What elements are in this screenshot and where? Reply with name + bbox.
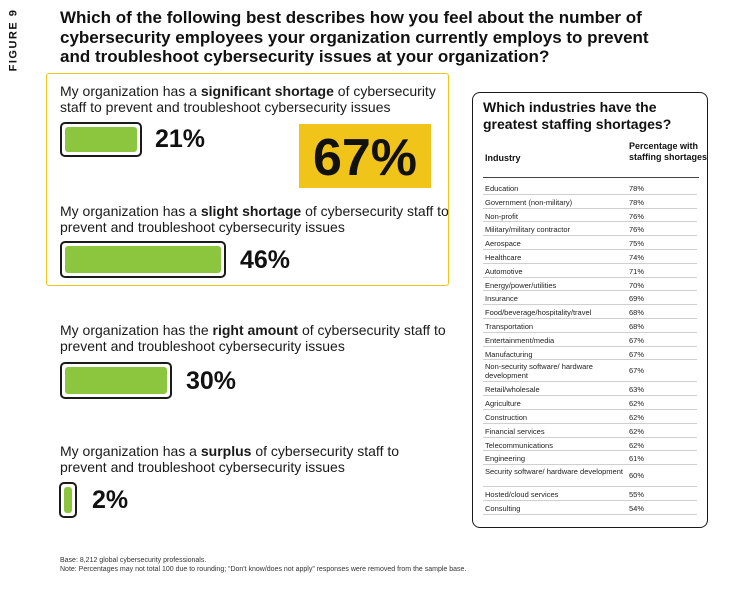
table-row: Security software/ hardware development 6… <box>483 465 697 488</box>
table-row: Military/military contractor 76% <box>483 222 697 237</box>
industry-name: Transportation <box>485 322 534 331</box>
industry-percentage: 67% <box>629 335 645 345</box>
industry-percentage: 74% <box>629 253 645 262</box>
industry-table-panel: Which industries have the greatest staff… <box>472 92 708 528</box>
industry-name: Food/beverage/hospitality/travel <box>485 308 592 318</box>
table-row: Healthcare 74% <box>483 250 697 264</box>
option-text-right-amount: My organization has the right amount of … <box>60 322 446 354</box>
industry-name: Agriculture <box>485 399 521 409</box>
industry-percentage: 60% <box>629 471 645 481</box>
industry-name: Retail/wholesale <box>485 385 540 395</box>
bar-surplus <box>64 487 72 513</box>
industry-name: Government (non-military) <box>485 197 573 207</box>
header-divider <box>483 177 699 178</box>
industry-name: Automotive <box>485 266 523 276</box>
industry-percentage: 54% <box>629 504 645 513</box>
table-row: Construction 62% <box>483 410 697 424</box>
table-row: Non-profit 76% <box>483 209 697 223</box>
industry-percentage: 62% <box>629 440 645 450</box>
table-row: Non-security software/ hardware developm… <box>483 360 697 383</box>
table-row: Manufacturing 67% <box>483 347 697 361</box>
total-shortage-label: 67% <box>312 129 418 187</box>
total-shortage-badge: 67% <box>299 124 431 188</box>
industry-name: Aerospace <box>485 239 521 249</box>
footnote-base: Base: 8,212 global cybersecurity profess… <box>60 557 207 564</box>
industry-percentage: 62% <box>629 399 645 409</box>
table-row: Retail/wholesale 63% <box>483 382 697 397</box>
bar-frame-surplus <box>59 482 77 518</box>
industry-percentage: 68% <box>629 322 645 331</box>
bar-frame-slight <box>60 241 226 278</box>
table-row: Government (non-military) 78% <box>483 195 697 209</box>
industry-column-header: Industry <box>485 153 521 163</box>
option-text-slight: My organization has a slight shortage of… <box>60 203 449 235</box>
value-label-right-amount: 30% <box>186 367 237 395</box>
bar-frame-right-amount <box>60 362 172 399</box>
industry-name: Non-profit <box>485 211 518 221</box>
bar-right-amount <box>65 367 167 394</box>
chart-title: Which of the following best describes ho… <box>60 8 649 66</box>
industry-name: Hosted/cloud services <box>485 490 559 500</box>
footnote-note: Note: Percentages may not total 100 due … <box>60 566 467 573</box>
industry-name: Security software/ hardware development <box>485 467 623 477</box>
industry-percentage: 67% <box>629 349 645 359</box>
industry-percentage: 75% <box>629 239 645 249</box>
industry-name: Manufacturing <box>485 349 533 359</box>
industry-percentage: 63% <box>629 385 645 395</box>
bar-significant-shortage <box>65 127 137 152</box>
table-row: Entertainment/media 67% <box>483 333 697 347</box>
industry-percentage: 62% <box>629 426 645 436</box>
table-row: Transportation 68% <box>483 319 697 333</box>
industry-percentage: 55% <box>629 490 645 500</box>
industry-percentage: 61% <box>629 454 645 464</box>
value-label-significant: 21% <box>155 125 206 153</box>
table-row: Education 78% <box>483 181 697 195</box>
industry-percentage: 78% <box>629 184 645 193</box>
table-row: Hosted/cloud services 55% <box>483 487 697 501</box>
industry-name: Energy/power/utilities <box>485 280 557 290</box>
table-row: Energy/power/utilities 70% <box>483 278 697 292</box>
table-row: Food/beverage/hospitality/travel 68% <box>483 305 697 319</box>
industry-percentage: 62% <box>629 413 645 422</box>
industry-name: Engineering <box>485 454 526 464</box>
industry-name: Telecommunications <box>485 440 553 450</box>
industry-name: Non-security software/ hardware developm… <box>485 362 593 381</box>
industry-name: Military/military contractor <box>485 225 571 235</box>
table-row: Aerospace 75% <box>483 236 697 250</box>
industry-name: Entertainment/media <box>485 335 555 345</box>
table-row: Financial services 62% <box>483 424 697 438</box>
option-text-surplus: My organization has a surplus of cyberse… <box>60 443 400 475</box>
industry-percentage: 78% <box>629 197 645 207</box>
shortage-highlight-box <box>46 73 449 286</box>
figure-label: FIGURE 9 <box>7 8 20 72</box>
option-text-significant: My organization has a significant shorta… <box>60 83 436 115</box>
industry-name: Healthcare <box>485 253 522 262</box>
table-row: Agriculture 62% <box>483 396 697 410</box>
industry-name: Construction <box>485 413 528 422</box>
industry-percentage: 76% <box>629 211 645 221</box>
table-row: Engineering 61% <box>483 451 697 466</box>
industry-percentage: 71% <box>629 266 645 276</box>
bar-slight-shortage <box>65 246 221 273</box>
industry-percentage: 67% <box>629 366 645 376</box>
value-label-slight: 46% <box>240 246 291 274</box>
industry-percentage: 70% <box>629 280 645 290</box>
table-row: Automotive 71% <box>483 264 697 278</box>
industry-name: Financial services <box>485 426 545 436</box>
industry-name: Insurance <box>485 294 518 304</box>
percentage-column-header: Percentage with staffing shortages <box>629 141 708 162</box>
table-row: Consulting 54% <box>483 501 697 515</box>
industry-percentage: 68% <box>629 308 645 318</box>
industry-name: Education <box>485 184 519 193</box>
bar-frame-significant <box>60 122 142 157</box>
industry-percentage: 69% <box>629 294 645 304</box>
industry-table-title: Which industries have the greatest staff… <box>483 99 672 132</box>
table-row: Insurance 69% <box>483 291 697 306</box>
table-row: Telecommunications 62% <box>483 438 697 452</box>
industry-percentage: 76% <box>629 225 645 235</box>
industry-name: Consulting <box>485 504 521 513</box>
value-label-surplus: 2% <box>92 486 129 514</box>
